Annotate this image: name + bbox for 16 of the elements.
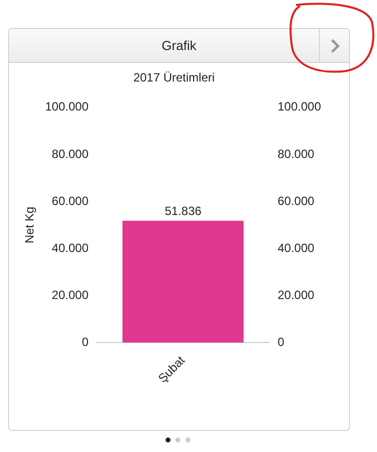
y2-tick-label: 40.000 <box>278 240 315 255</box>
y2-tick-label: 60.000 <box>278 194 315 208</box>
chart-subtitle: 2017 Üretimleri <box>133 70 215 85</box>
chart-title: Grafik <box>160 38 198 53</box>
y2-tick-label: 20.000 <box>278 288 315 302</box>
y2-tick-label: 0 <box>278 334 285 349</box>
y-tick-label: 0 <box>82 334 89 349</box>
y-axis-title: Net Kg <box>22 206 37 244</box>
y-tick-label: 20.000 <box>52 288 89 302</box>
y2-tick-label: 100.000 <box>278 100 322 114</box>
y-tick-label: 40.000 <box>52 240 89 255</box>
data-label: 51.836 <box>164 204 202 218</box>
y-tick-label: 100.000 <box>45 100 89 114</box>
y-tick-label: 60.000 <box>52 194 89 208</box>
y2-tick-label: 80.000 <box>278 146 315 161</box>
y-tick-label: 80.000 <box>52 146 89 161</box>
